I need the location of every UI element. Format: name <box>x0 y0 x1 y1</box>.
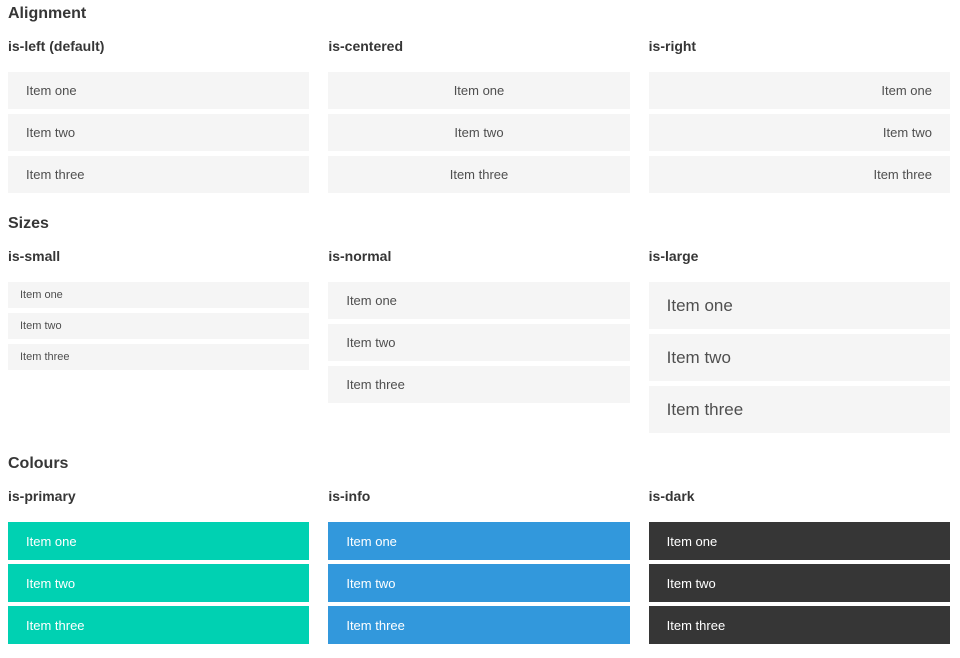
list-item: Item three <box>8 344 310 370</box>
list-item: Item three <box>648 156 950 193</box>
list-item: Item two <box>328 114 630 151</box>
list-item: Item three <box>8 606 310 644</box>
alignment-grid: is-left (default) Item one Item two Item… <box>8 38 950 198</box>
sizes-grid: is-small Item one Item two Item three is… <box>8 248 950 438</box>
list-item: Item three <box>328 606 630 644</box>
section-title: Colours <box>8 455 69 472</box>
list-item: Item two <box>648 564 950 602</box>
column-subtitle: is-info <box>328 488 371 504</box>
list-item: Item two <box>648 114 950 151</box>
list-item: Item one <box>328 72 630 109</box>
list-item: Item three <box>648 386 950 433</box>
column-is-left: is-left (default) Item one Item two Item… <box>8 38 310 198</box>
list-item: Item two <box>8 564 310 602</box>
section-title: Sizes <box>8 215 49 232</box>
column-subtitle: is-dark <box>648 488 695 504</box>
column-subtitle: is-normal <box>328 248 392 264</box>
list-item: Item two <box>328 324 630 361</box>
list-item: Item one <box>8 72 310 109</box>
column-is-centered: is-centered Item one Item two Item three <box>328 38 630 198</box>
column-is-primary: is-primary Item one Item two Item three <box>8 488 310 648</box>
list-item: Item two <box>328 564 630 602</box>
column-subtitle: is-large <box>648 248 699 264</box>
column-subtitle: is-centered <box>328 38 404 54</box>
column-is-info: is-info Item one Item two Item three <box>328 488 630 648</box>
list-item: Item three <box>328 366 630 403</box>
column-subtitle: is-small <box>8 248 61 264</box>
list-item: Item three <box>648 606 950 644</box>
column-is-small: is-small Item one Item two Item three <box>8 248 310 375</box>
column-is-right: is-right Item one Item two Item three <box>648 38 950 198</box>
list-item: Item one <box>8 282 310 308</box>
column-is-normal: is-normal Item one Item two Item three <box>328 248 630 408</box>
list-item: Item two <box>8 114 310 151</box>
list-item: Item one <box>648 522 950 560</box>
list-item: Item three <box>8 156 310 193</box>
column-is-large: is-large Item one Item two Item three <box>648 248 950 438</box>
column-subtitle: is-left (default) <box>8 38 105 54</box>
column-is-dark: is-dark Item one Item two Item three <box>648 488 950 648</box>
list-item: Item three <box>328 156 630 193</box>
section-sizes: Sizes is-small Item one Item two Item th… <box>8 214 950 438</box>
column-subtitle: is-primary <box>8 488 76 504</box>
list-item: Item one <box>648 72 950 109</box>
section-title: Alignment <box>8 5 87 22</box>
list-item: Item one <box>648 282 950 329</box>
section-alignment: Alignment is-left (default) Item one Ite… <box>8 4 950 198</box>
colours-grid: is-primary Item one Item two Item three … <box>8 488 950 648</box>
list-item: Item one <box>8 522 310 560</box>
list-item: Item two <box>648 334 950 381</box>
list-item: Item one <box>328 522 630 560</box>
section-colours: Colours is-primary Item one Item two Ite… <box>8 454 950 648</box>
column-subtitle: is-right <box>648 38 697 54</box>
list-item: Item two <box>8 313 310 339</box>
list-item: Item one <box>328 282 630 319</box>
